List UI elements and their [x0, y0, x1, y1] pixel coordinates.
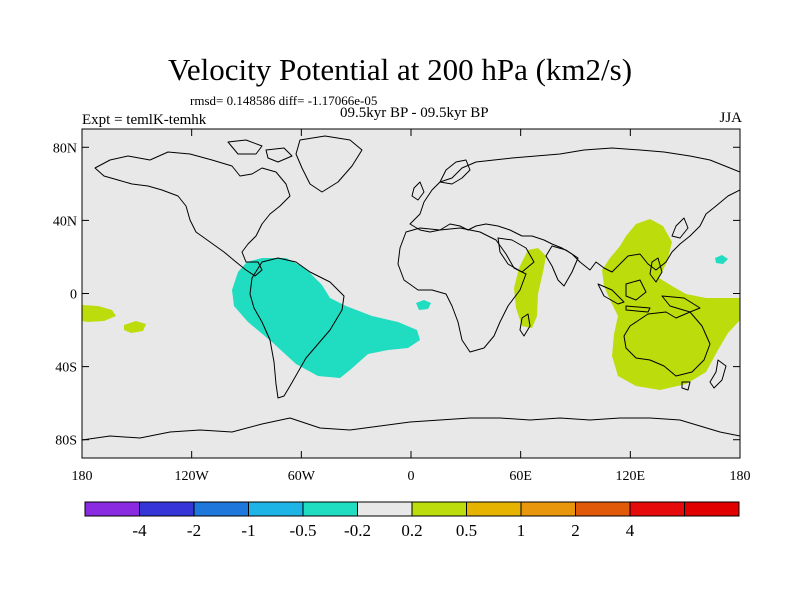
colorbar-label: 1 — [517, 521, 526, 540]
period-label: 09.5kyr BP - 09.5kyr BP — [340, 105, 489, 121]
colorbar-label: -0.2 — [344, 521, 371, 540]
colorbar-label: 0.2 — [401, 521, 422, 540]
colorbar-swatch — [248, 501, 304, 517]
positive-anomaly-arabian-sea — [514, 248, 546, 328]
y-tick-label: 40S — [55, 361, 77, 376]
colorbar-swatch — [139, 501, 195, 517]
y-tick-label: 80N — [53, 141, 77, 156]
y-tick-label: 0 — [70, 288, 77, 303]
colorbar-label: 2 — [571, 521, 580, 540]
colorbar-label: -4 — [132, 521, 147, 540]
negative-anomaly-west-pacific — [715, 255, 728, 264]
y-tick-label: 80S — [55, 434, 77, 449]
negative-anomaly-south-america — [232, 258, 420, 378]
x-tick-label: 60W — [288, 469, 316, 484]
colorbar-swatch — [520, 501, 576, 517]
colorbar-label: 4 — [626, 521, 635, 540]
x-tick-label: 0 — [408, 469, 415, 484]
x-tick-label: 180 — [730, 469, 751, 484]
colorbar-swatch — [684, 501, 740, 517]
colorbar: -4 -2 -1 -0.5 -0.2 0.2 0.5 1 2 4 — [84, 501, 740, 540]
colorbar-swatch — [466, 501, 522, 517]
positive-anomaly-maritime-continent — [602, 219, 740, 390]
plot-title: Velocity Potential at 200 hPa (km2/s) — [167, 52, 633, 87]
colorbar-swatch — [357, 501, 413, 517]
colorbar-swatch — [84, 501, 140, 517]
stats-line: rmsd= 0.148586 diff= -1.17066e-05 — [190, 93, 378, 108]
x-tick-label: 60E — [509, 469, 532, 484]
colorbar-swatch — [193, 501, 249, 517]
x-tick-label: 120W — [175, 469, 210, 484]
colorbar-label: 0.5 — [456, 521, 477, 540]
colorbar-swatch — [629, 501, 685, 517]
colorbar-swatch — [575, 501, 631, 517]
colorbar-label: -0.5 — [290, 521, 317, 540]
x-tick-label: 180 — [72, 469, 93, 484]
experiment-label: Expt = temlK-temhk — [82, 112, 207, 128]
positive-anomaly-south-pacific — [124, 321, 146, 333]
colorbar-label: -2 — [187, 521, 201, 540]
colorbar-swatch — [411, 501, 467, 517]
negative-anomaly-gulf-of-guinea — [416, 300, 431, 310]
x-tick-label: 120E — [616, 469, 646, 484]
coastlines — [82, 135, 740, 441]
axis-ticks: 80N 40N 0 40S 80S 180 120W 60W 0 60E 120E 180 — [53, 129, 751, 484]
y-tick-label: 40N — [53, 214, 77, 229]
colorbar-swatch — [302, 501, 358, 517]
colorbar-label: -1 — [241, 521, 255, 540]
season-label: JJA — [719, 110, 742, 126]
positive-anomaly-central-pacific — [82, 305, 116, 322]
